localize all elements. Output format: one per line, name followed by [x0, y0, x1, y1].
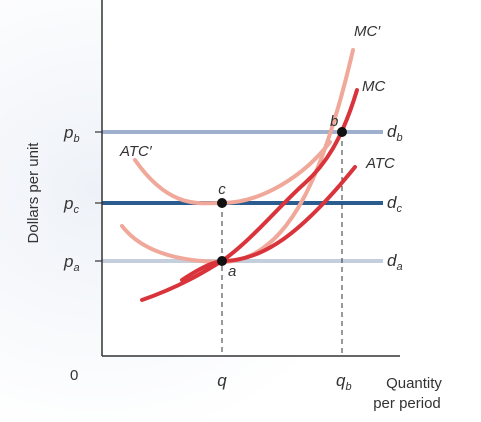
y-axis-title: Dollars per unit: [25, 142, 42, 244]
price-label-pb: pb: [63, 123, 80, 145]
mc-curve: [140, 88, 359, 302]
x-axis-title-line2: per period: [373, 395, 441, 412]
point-b: [337, 127, 347, 137]
point-c: [217, 198, 227, 208]
quantity-label-q: q: [217, 371, 227, 390]
point-c-label: c: [218, 181, 226, 198]
origin-label: 0: [70, 367, 78, 384]
point-b-label: b: [330, 113, 338, 130]
demand-label-db: db: [387, 122, 403, 144]
curve-label-mc: MC: [362, 78, 385, 95]
price-label-pc: pc: [63, 194, 79, 216]
curve-label-atc: ATC: [365, 155, 395, 172]
price-label-pa: pa: [63, 252, 80, 274]
point-a-label: a: [228, 263, 236, 280]
curve-label-atc-prime: ATC′: [119, 143, 153, 160]
atc-curve: [180, 165, 357, 282]
demand-label-dc: dc: [387, 193, 402, 215]
quantity-label-qb: qb: [336, 371, 352, 393]
curve-label-mc-prime: MC′: [354, 23, 381, 40]
point-a: [217, 256, 227, 266]
x-axis-title-line1: Quantity: [386, 375, 442, 392]
demand-label-da: da: [387, 251, 403, 273]
